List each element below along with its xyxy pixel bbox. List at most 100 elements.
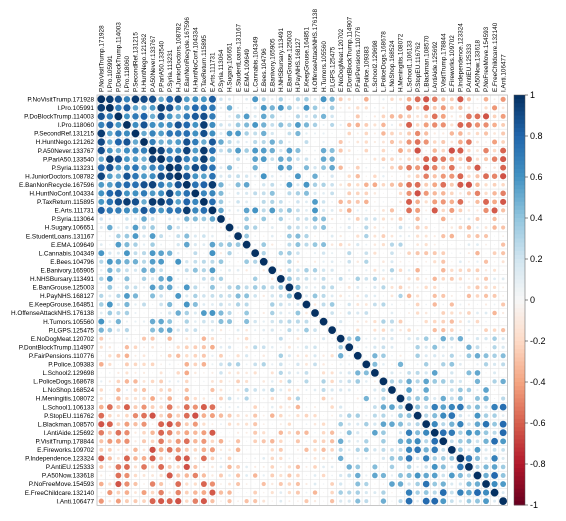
corr-cell <box>297 423 299 425</box>
corr-cell <box>287 379 292 384</box>
corr-cell <box>194 457 197 460</box>
corr-cell <box>415 422 420 427</box>
corr-cell <box>347 371 351 375</box>
corr-cell <box>373 388 377 392</box>
corr-cell <box>391 149 393 152</box>
corr-cell <box>149 455 156 462</box>
corr-cell <box>321 200 326 204</box>
corr-cell <box>406 378 412 385</box>
corr-cell <box>107 489 113 496</box>
corr-cell <box>467 311 471 315</box>
corr-cell <box>201 216 207 222</box>
corr-cell <box>424 243 428 247</box>
corr-cell <box>484 405 488 409</box>
corr-cell <box>262 431 266 435</box>
corr-cell <box>414 446 421 454</box>
corr-cell <box>457 395 463 402</box>
colorbar-segment <box>514 226 525 231</box>
corr-cell <box>356 209 359 212</box>
corr-cell <box>157 112 165 121</box>
corr-cell <box>416 363 419 366</box>
corr-cell <box>115 121 122 128</box>
corr-cell <box>500 147 507 154</box>
corr-cell <box>406 207 412 214</box>
corr-cell <box>304 447 309 452</box>
corr-cell <box>321 293 326 298</box>
corr-cell <box>380 404 387 410</box>
corr-cell <box>373 217 377 221</box>
corr-cell <box>484 337 488 341</box>
corr-cell <box>168 346 171 349</box>
corr-cell <box>467 217 471 221</box>
corr-cell <box>227 140 232 145</box>
corr-cell <box>449 182 454 187</box>
corr-cell <box>442 303 445 306</box>
corr-cell <box>287 465 292 469</box>
corr-cell <box>440 404 447 410</box>
corr-cell <box>244 259 250 265</box>
corr-cell <box>305 200 308 204</box>
corr-cell <box>449 388 454 392</box>
corr-cell <box>296 337 300 341</box>
corr-cell <box>228 302 232 307</box>
corr-cell <box>492 114 497 119</box>
corr-cell <box>304 268 309 273</box>
corr-cell <box>501 251 506 256</box>
corr-cell <box>166 113 173 120</box>
corr-cell <box>97 95 106 104</box>
corr-cell <box>124 276 130 282</box>
corr-cell <box>389 464 395 470</box>
corr-cell <box>157 164 165 171</box>
corr-cell <box>202 319 206 324</box>
corr-cell <box>441 259 446 264</box>
corr-cell <box>168 363 171 366</box>
corr-cell <box>449 302 454 307</box>
corr-cell <box>99 293 104 299</box>
corr-cell <box>336 334 345 343</box>
corr-cell <box>125 217 129 221</box>
corr-cell <box>328 326 337 335</box>
corr-cell <box>288 98 291 101</box>
corr-cell <box>339 260 342 263</box>
corr-cell <box>346 336 352 341</box>
corr-cell <box>432 481 438 487</box>
corr-cell <box>193 362 198 367</box>
corr-cell <box>262 397 265 400</box>
corr-cell <box>142 354 146 358</box>
corr-cell <box>134 329 137 331</box>
corr-cell <box>183 463 190 471</box>
row-label: P.ParlA50.133540 <box>43 156 94 163</box>
corr-cell <box>235 293 241 299</box>
corr-cell <box>261 345 266 350</box>
corr-cell <box>228 371 231 375</box>
colorbar-segment <box>514 488 525 494</box>
corr-cell <box>115 130 122 137</box>
corr-cell <box>356 422 360 426</box>
corr-cell <box>280 397 282 400</box>
corr-cell <box>108 465 112 469</box>
corr-cell <box>108 320 112 324</box>
corr-cell <box>483 147 489 154</box>
corr-cell <box>313 422 317 426</box>
corr-cell <box>270 465 275 469</box>
corr-cell <box>168 311 172 315</box>
corr-cell <box>191 181 199 189</box>
corr-cell <box>476 311 479 315</box>
corr-cell <box>246 278 248 280</box>
corr-cell <box>263 278 265 280</box>
corr-cell <box>466 225 472 230</box>
corr-cell <box>263 303 265 306</box>
corr-cell <box>142 234 146 238</box>
corr-cell <box>141 456 147 461</box>
corr-cell <box>286 147 293 154</box>
corr-cell <box>194 380 196 383</box>
corr-cell <box>475 250 480 256</box>
corr-cell <box>320 113 327 120</box>
column-label: E.KeepGrouse.164851 <box>304 27 311 92</box>
corr-cell <box>492 182 497 187</box>
corr-cell <box>501 260 505 264</box>
corr-cell <box>278 122 284 128</box>
corr-cell <box>261 362 266 367</box>
corr-cell <box>305 209 308 212</box>
corr-cell <box>134 303 137 306</box>
